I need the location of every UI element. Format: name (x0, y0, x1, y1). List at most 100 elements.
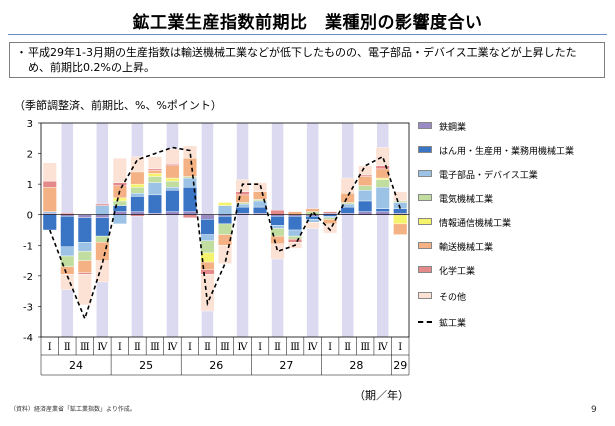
bar-segment (323, 216, 338, 218)
bar-segment (375, 186, 390, 209)
year-label: 25 (139, 359, 153, 372)
legend-swatch (418, 292, 432, 299)
bar-segment (323, 223, 338, 234)
bar-segment (147, 182, 162, 196)
x-tick-label: Ⅰ (188, 342, 192, 353)
x-tick-label: Ⅳ (308, 342, 319, 353)
legend-label: 鉱工業 (439, 319, 467, 329)
x-axis-label: （期／年） (354, 389, 409, 402)
unit-label: （季節調整済、前期比、%、%ポイント） (14, 99, 222, 112)
bar-segment (323, 217, 338, 220)
bar-segment (165, 190, 180, 212)
year-label: 28 (349, 359, 363, 372)
bar-segment (95, 242, 110, 261)
background-band (306, 123, 319, 337)
bar-segment (60, 216, 75, 248)
legend-line-swatch (418, 321, 432, 323)
bar-segment (235, 194, 250, 203)
x-tick-label: Ⅲ (360, 342, 370, 353)
legend-swatch (418, 218, 432, 225)
x-tick-label: Ⅲ (150, 342, 160, 353)
bar-segment (200, 234, 215, 241)
bar-segment (77, 251, 92, 261)
bar-segment (77, 272, 92, 275)
legend-label: 情報通信機械工業 (439, 219, 512, 229)
year-label: 24 (69, 359, 83, 372)
bar-segment (340, 193, 355, 203)
legend-label: 電気機械工業 (439, 195, 494, 205)
y-tick-label: 3 (27, 119, 33, 130)
y-tick-label: 1 (27, 180, 33, 191)
bar-segment (77, 260, 92, 274)
year-label: 29 (393, 359, 407, 372)
bar-segment (340, 177, 355, 194)
bar-segment (130, 193, 145, 197)
bar-segment (253, 191, 268, 200)
bar-segment (358, 211, 373, 215)
year-label: 27 (279, 359, 293, 372)
source-note: （資料）経済産業省「鉱工業指数」より作成。 (10, 406, 136, 413)
bar-segment (130, 186, 145, 194)
bar-segment (147, 156, 162, 170)
bar-segment (182, 214, 197, 218)
x-tick-label: Ⅰ (48, 342, 52, 353)
bar-segment (270, 209, 285, 215)
y-tick-label: -1 (23, 241, 33, 252)
y-tick-label: 2 (27, 150, 33, 161)
bar-segment (112, 182, 127, 186)
title-divider (8, 34, 607, 35)
x-tick-label: Ⅳ (97, 342, 108, 353)
bar-segment (42, 162, 57, 182)
x-tick-label: Ⅳ (238, 342, 249, 353)
legend-label: 化学工業 (439, 267, 476, 277)
bar-segment (393, 223, 408, 235)
bar-segment (182, 145, 197, 159)
y-tick-label: -4 (23, 333, 33, 344)
summary-text: 平成29年1-3月期の生産指数は輸送機械工業などが低下したものの、電子部品・デバ… (28, 46, 577, 74)
bar-segment (165, 148, 180, 165)
bar-segment (375, 147, 390, 166)
bar-segment (200, 240, 215, 254)
bar-segment (218, 223, 232, 235)
bar-segment (393, 208, 408, 214)
bar-segment (218, 205, 232, 215)
bar-segment (375, 179, 390, 188)
bar-segment (112, 214, 127, 225)
bar-segment (165, 164, 180, 166)
bar-segment (165, 186, 180, 191)
bar-segment (165, 180, 180, 188)
bar-segment (375, 177, 390, 180)
bar-segment (235, 206, 250, 214)
legend-label: 輸送機械工業 (439, 243, 494, 253)
bar-segment (165, 165, 180, 179)
bar-segment (200, 269, 215, 275)
bar-segment (77, 214, 92, 218)
bar-segment (112, 205, 127, 212)
bar-segment (340, 202, 355, 205)
bar-segment (112, 197, 127, 202)
x-tick-label: Ⅱ (274, 342, 281, 353)
bar-segment (60, 266, 75, 275)
bar-segment (393, 191, 408, 202)
x-tick-label: Ⅲ (220, 342, 230, 353)
bar-segment (77, 242, 92, 252)
bar-segment (358, 176, 373, 186)
bar-segment (42, 180, 57, 188)
bar-segment (165, 177, 180, 182)
bar-segment (130, 196, 145, 212)
bar-segment (182, 177, 197, 188)
bar-segment (200, 214, 215, 220)
bar-segment (358, 200, 373, 212)
x-tick-label: Ⅲ (80, 342, 90, 353)
background-band (376, 123, 389, 337)
bar-segment (375, 168, 390, 179)
bar-segment (130, 183, 145, 188)
x-tick-label: Ⅱ (344, 342, 351, 353)
background-band (341, 123, 354, 337)
bar-segment (375, 211, 390, 215)
bar-segment (218, 216, 232, 225)
x-tick-label: Ⅰ (398, 342, 402, 353)
page-title: 鉱工業生産指数前期比 業種別の影響度合い (132, 13, 483, 33)
bar-segment (218, 202, 232, 206)
background-band (131, 123, 144, 337)
